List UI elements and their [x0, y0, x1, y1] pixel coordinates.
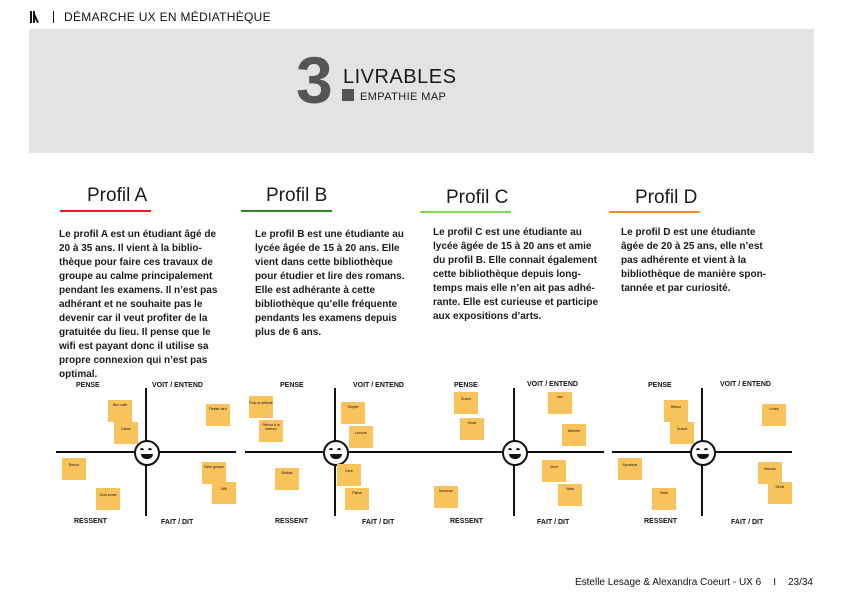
label-voit-entend: VOIT / ENTEND	[152, 382, 203, 389]
sticky-note: Nouveau	[434, 486, 458, 506]
sticky-note: Retour	[62, 460, 86, 480]
label-ressent: RESSENT	[74, 518, 108, 525]
sticky-note: Mesure	[758, 464, 782, 484]
empathy-map-a: PENSE VOIT / ENTEND RESSENT FAIT / DIT P…	[56, 378, 236, 528]
profile-b-title: Profil B	[266, 185, 328, 206]
empathy-map-b: PENSE VOIT / ENTEND RESSENT FAIT / DIT D…	[245, 378, 425, 528]
smiley-face-icon	[323, 440, 349, 466]
sticky-note: Faire groupe	[202, 462, 226, 482]
label-fait-dit: FAIT / DIT	[362, 519, 395, 526]
sticky-note: Retour à la maison	[259, 420, 283, 440]
sticky-note: Retour	[664, 402, 688, 422]
library-logo-icon	[30, 11, 39, 23]
label-fait-dit: FAIT / DIT	[537, 519, 570, 526]
sticky-note: Lecture	[349, 428, 373, 448]
section-banner: 3 LIVRABLES EMPATHIE MAP	[29, 29, 814, 153]
label-voit-entend: VOIT / ENTEND	[353, 382, 404, 389]
profile-c-underline	[420, 211, 511, 213]
label-pense: PENSE	[280, 382, 304, 389]
profile-b-description: Le profil B est une étudiante au lycée â…	[255, 229, 405, 338]
smiley-face-icon	[134, 440, 160, 466]
sticky-note: Seule	[460, 418, 484, 438]
profile-c-description: Le profil C est une étudiante au lycée â…	[433, 227, 599, 322]
label-ressent: RESSENT	[644, 518, 678, 525]
label-ressent: RESSENT	[275, 518, 309, 525]
profile-b-underline	[241, 210, 332, 212]
profile-d-underline	[609, 211, 700, 213]
footer-separator: I	[773, 577, 776, 588]
sticky-note: Cela tonne	[96, 490, 120, 510]
sticky-note: Wifi	[212, 484, 236, 504]
profile-d-title: Profil D	[635, 187, 698, 208]
label-voit-entend: VOIT / ENTEND	[527, 381, 578, 388]
sticky-note: Lieu	[548, 392, 572, 412]
sticky-note: Adhérer	[562, 426, 586, 446]
sticky-note: Seule	[768, 482, 792, 502]
header-title: DÉMARCHE UX EN MÉDIATHÈQUE	[64, 10, 271, 24]
label-fait-dit: FAIT / DIT	[161, 519, 194, 526]
sticky-note: Spontané	[618, 460, 642, 480]
page-number: 23/34	[787, 577, 813, 588]
sticky-note: Relaxe	[275, 468, 299, 488]
profile-d-description: Le profil D est une étudiante âgée de 20…	[621, 227, 767, 294]
footer: Estelle Lesage & Alexandra Coeurt - UX 6…	[575, 577, 813, 588]
smiley-face-icon	[690, 440, 716, 466]
sticky-note: Visite	[652, 488, 676, 508]
sticky-note: Ouvert	[670, 424, 694, 444]
section-number-dot	[342, 89, 354, 101]
label-voit-entend: VOIT / ENTEND	[720, 381, 771, 388]
sticky-note: Calme	[114, 424, 138, 444]
label-pense: PENSE	[454, 382, 478, 389]
profile-a-title: Profil A	[87, 185, 148, 206]
label-pense: PENSE	[76, 382, 100, 389]
footer-authors: Estelle Lesage & Alexandra Coeurt - UX 6	[574, 577, 762, 588]
profile-a-description: Le profil A est un étudiant âgé de 20 à …	[59, 229, 218, 380]
sticky-note: Rester tard	[206, 404, 230, 424]
label-ressent: RESSENT	[450, 518, 484, 525]
profile-a-underline	[60, 210, 151, 212]
sticky-note: Bon café	[108, 400, 132, 420]
empathy-map-c: PENSE VOIT / ENTEND RESSENT FAIT / DIT C…	[424, 378, 604, 528]
section-title: LIVRABLES	[343, 66, 457, 88]
sticky-note: Plaisir	[345, 488, 369, 508]
section-number: 3	[296, 43, 333, 117]
sticky-note: Pour la détente	[249, 398, 273, 418]
section-subtitle: EMPATHIE MAP	[360, 91, 447, 103]
sticky-note: Venir	[542, 462, 566, 482]
sticky-note: Livres	[762, 404, 786, 424]
sticky-note: Simple	[341, 402, 365, 422]
header: DÉMARCHE UX EN MÉDIATHÈQUE	[30, 9, 271, 25]
sticky-note: Ouvert	[454, 394, 478, 414]
profile-c-title: Profil C	[446, 187, 509, 208]
header-separator	[53, 11, 54, 23]
label-fait-dit: FAIT / DIT	[731, 519, 764, 526]
sticky-note: Livre	[337, 466, 361, 486]
smiley-face-icon	[502, 440, 528, 466]
empathy-map-d: PENSE VOIT / ENTEND RESSENT FAIT / DIT P…	[612, 378, 792, 528]
label-pense: PENSE	[648, 382, 672, 389]
sticky-note: Visite	[558, 484, 582, 504]
